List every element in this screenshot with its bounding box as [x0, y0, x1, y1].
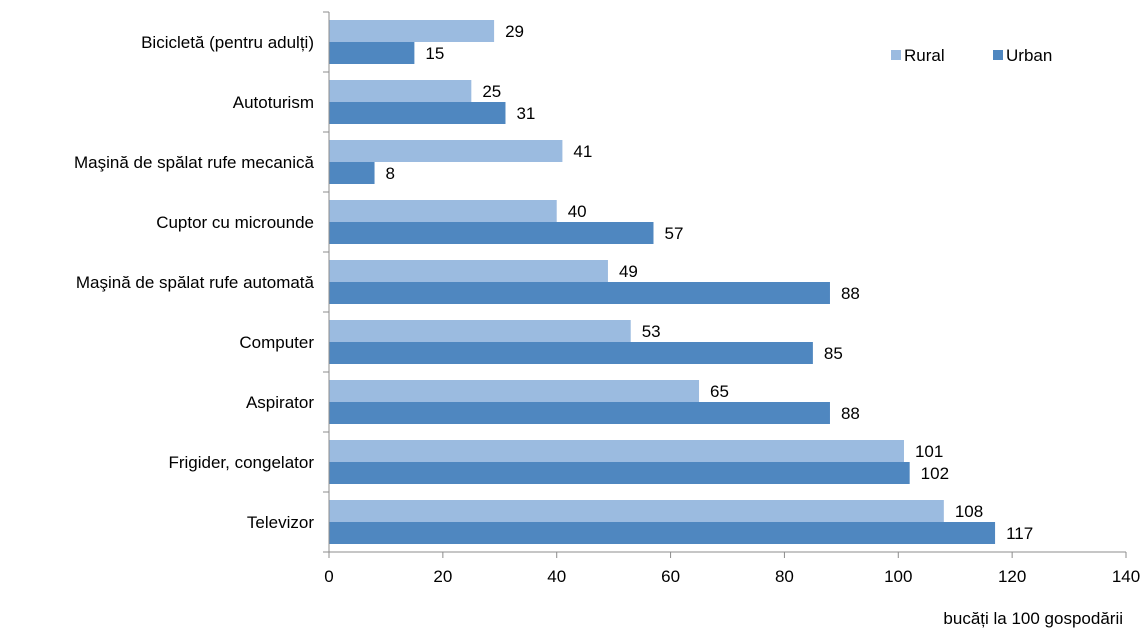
data-label-urban-7: 102	[921, 464, 949, 483]
bar-rural-2	[329, 140, 563, 162]
data-label-urban-0: 15	[425, 44, 444, 63]
bar-rural-6	[329, 380, 700, 402]
bar-rural-8	[329, 500, 944, 522]
category-label-7: Frigider, congelator	[168, 453, 314, 472]
x-tick-label-1: 20	[433, 567, 452, 586]
category-label-1: Autoturism	[233, 93, 314, 112]
category-label-4: Maşină de spălat rufe automată	[76, 273, 315, 292]
x-tick-label-7: 140	[1112, 567, 1140, 586]
legend-label-rural: Rural	[904, 46, 945, 65]
bar-urban-6	[329, 402, 830, 424]
x-tick-label-4: 80	[775, 567, 794, 586]
category-label-3: Cuptor cu microunde	[156, 213, 314, 232]
data-label-rural-5: 53	[642, 322, 661, 341]
bar-urban-2	[329, 162, 375, 184]
data-label-rural-2: 41	[573, 142, 592, 161]
bar-rural-0	[329, 20, 495, 42]
category-label-6: Aspirator	[246, 393, 314, 412]
x-axis-title: bucăți la 100 gospodării	[943, 609, 1123, 628]
data-label-rural-6: 65	[710, 382, 729, 401]
legend-label-urban: Urban	[1006, 46, 1052, 65]
legend-swatch-rural	[891, 50, 901, 60]
data-label-rural-7: 101	[915, 442, 943, 461]
bar-rural-7	[329, 440, 904, 462]
x-tick-label-6: 120	[998, 567, 1026, 586]
axes-layer	[323, 11, 1127, 558]
bar-urban-5	[329, 342, 813, 364]
x-tick-label-3: 60	[661, 567, 680, 586]
data-label-urban-1: 31	[516, 104, 535, 123]
bar-rural-3	[329, 200, 557, 222]
category-label-5: Computer	[239, 333, 314, 352]
data-label-urban-3: 57	[664, 224, 683, 243]
legend: Rural Urban	[891, 46, 1052, 65]
bar-urban-4	[329, 282, 830, 304]
data-label-rural-3: 40	[568, 202, 587, 221]
data-label-urban-2: 8	[386, 164, 395, 183]
x-tick-label-5: 100	[884, 567, 912, 586]
data-label-urban-8: 117	[1006, 524, 1033, 543]
bar-rural-4	[329, 260, 608, 282]
bar-urban-7	[329, 462, 910, 484]
x-tick-label-2: 40	[547, 567, 566, 586]
bar-rural-1	[329, 80, 472, 102]
legend-swatch-urban	[993, 50, 1003, 60]
category-label-0: Bicicletă (pentru adulți)	[141, 33, 314, 52]
x-tick-label-0: 0	[324, 567, 333, 586]
labels-layer: 29 15 Bicicletă (pentru adulți) 25 31 Autotur…	[74, 22, 1140, 586]
data-label-rural-8: 108	[955, 502, 983, 521]
category-label-8: Televizor	[247, 513, 314, 532]
bar-urban-8	[329, 522, 996, 544]
category-label-2: Maşină de spălat rufe mecanică	[74, 153, 315, 172]
bar-urban-3	[329, 222, 654, 244]
data-label-urban-4: 88	[841, 284, 860, 303]
data-label-urban-6: 88	[841, 404, 860, 423]
data-label-rural-1: 25	[482, 82, 501, 101]
bars-layer	[329, 20, 996, 544]
bar-urban-0	[329, 42, 415, 64]
bar-rural-5	[329, 320, 631, 342]
bar-urban-1	[329, 102, 506, 124]
data-label-rural-0: 29	[505, 22, 524, 41]
data-label-urban-5: 85	[824, 344, 843, 363]
data-label-rural-4: 49	[619, 262, 638, 281]
